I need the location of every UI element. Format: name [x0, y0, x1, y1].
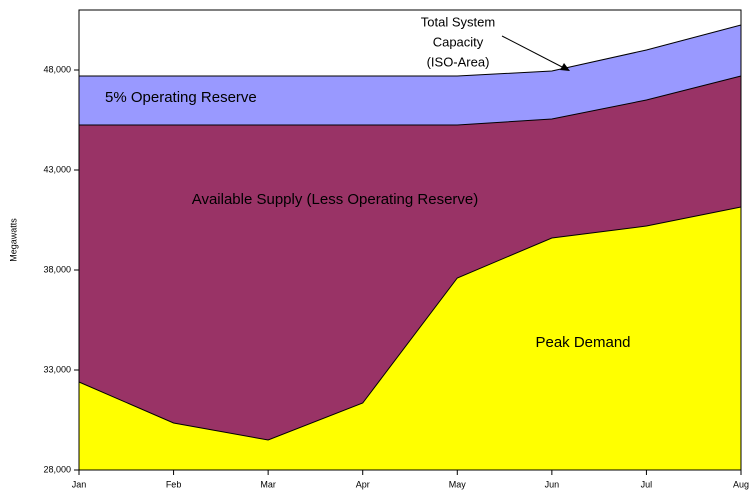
- y-tick-label: 38,000: [43, 264, 71, 274]
- series-label: Peak Demand: [535, 334, 630, 351]
- x-tick-label: Aug: [733, 479, 749, 489]
- annotation: (ISO-Area): [427, 54, 490, 69]
- annotation-arrow: [501, 35, 567, 70]
- area-line: [79, 75, 742, 126]
- x-tick-label: Jul: [641, 479, 653, 489]
- x-tick-label: Apr: [356, 479, 370, 489]
- x-tick-label: Feb: [166, 479, 182, 489]
- y-tick-label: 48,000: [43, 64, 71, 74]
- x-tick-label: Jan: [72, 479, 87, 489]
- y-tick-label: 43,000: [43, 164, 71, 174]
- x-tick-label: Mar: [260, 479, 276, 489]
- series-label: 5% Operating Reserve: [105, 89, 257, 106]
- annotation-arrowhead: [560, 63, 570, 71]
- annotation: Total System: [421, 14, 495, 29]
- y-axis-label: Megawatts: [8, 218, 18, 262]
- area-line: [78, 206, 742, 441]
- x-tick-label: May: [449, 479, 467, 489]
- y-tick-label: 33,000: [43, 364, 71, 374]
- y-tick-label: 28,000: [43, 464, 71, 474]
- annotation: Capacity: [433, 34, 484, 49]
- area-line: [79, 24, 742, 77]
- area: [79, 207, 741, 470]
- plot-frame: [78, 9, 742, 471]
- series-label: Available Supply (Less Operating Reserve…: [192, 191, 479, 208]
- x-tick-label: Jun: [545, 479, 560, 489]
